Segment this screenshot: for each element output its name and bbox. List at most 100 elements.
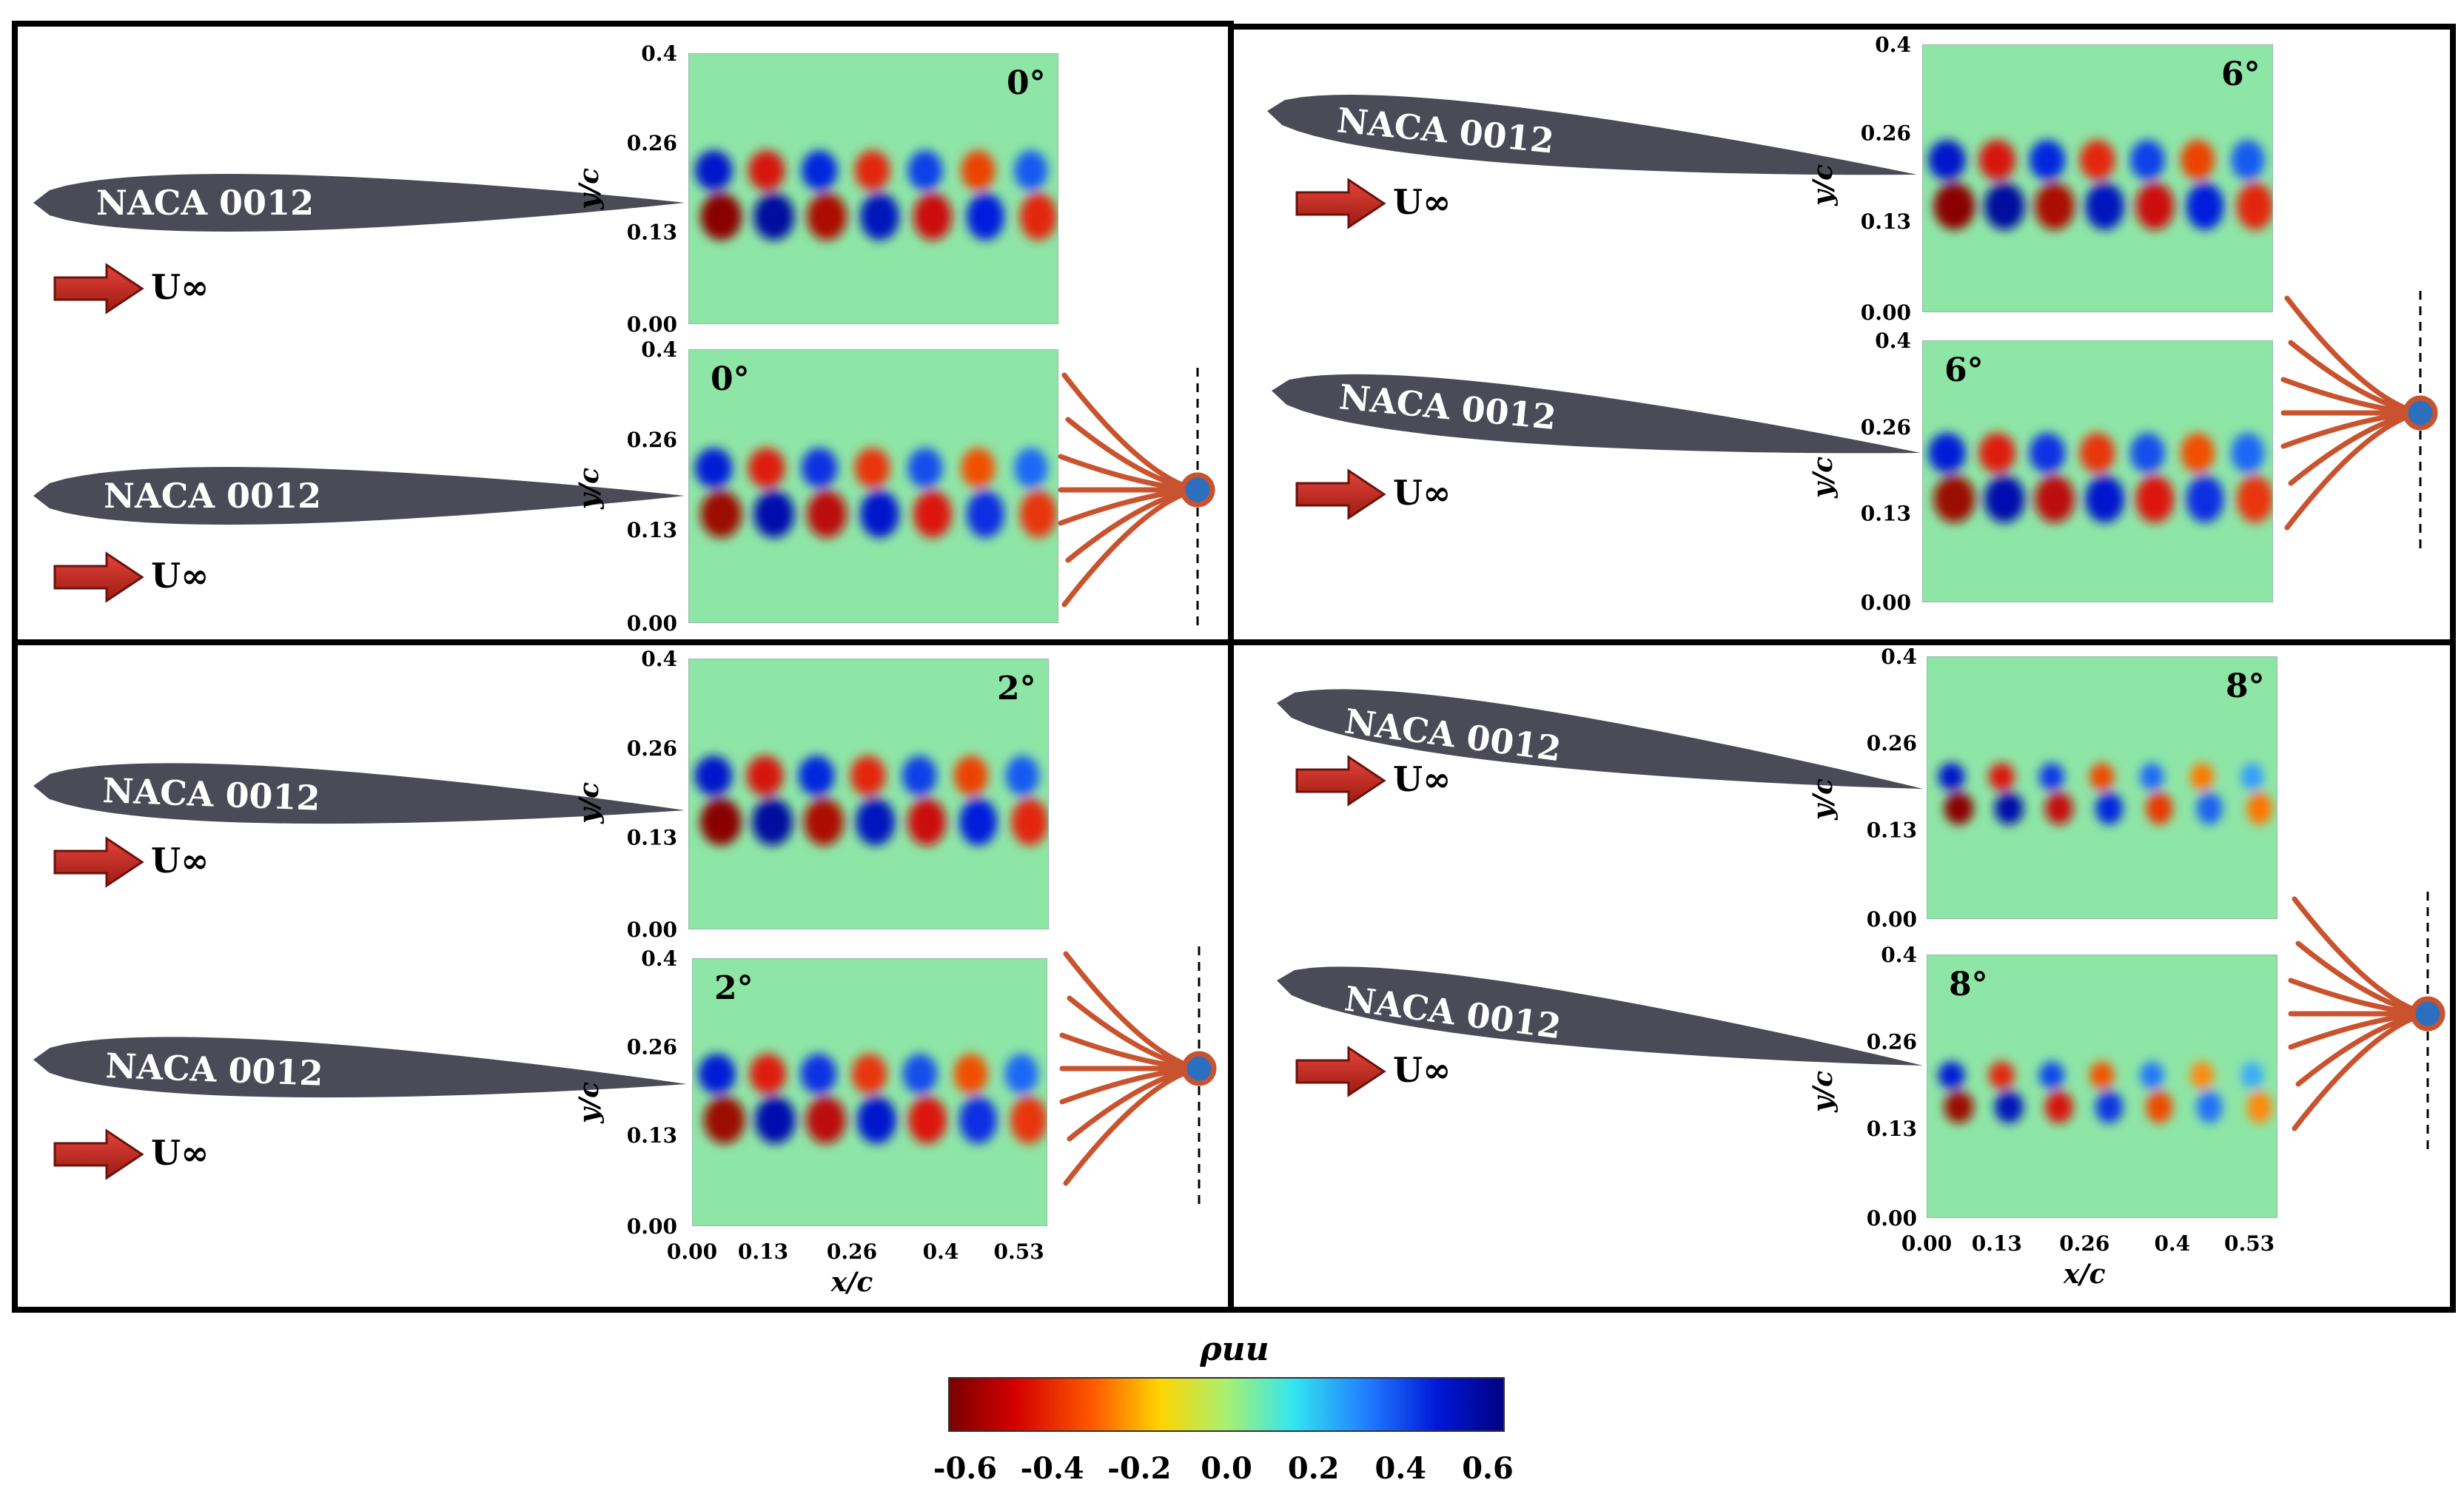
y-axis-title: y/c: [1807, 457, 1839, 499]
vortex-upper: [2240, 762, 2264, 791]
vortex-upper: [2089, 762, 2115, 791]
contour-plot: [1922, 340, 2273, 602]
y-tick-label: 0.13: [1867, 818, 1917, 842]
y-tick-label: 0.13: [627, 518, 677, 542]
vortex-lower: [959, 798, 998, 846]
y-tick-label: 0.00: [1861, 300, 1911, 325]
vortex-upper: [798, 756, 835, 796]
y-tick-label: 0.13: [627, 826, 677, 850]
y-tick-label: 0.4: [1881, 645, 1917, 669]
y-tick-label: 0.00: [627, 1214, 677, 1239]
freestream-label: U∞: [151, 841, 209, 881]
vortex-upper: [1014, 448, 1048, 488]
sensor-icon: [1181, 1051, 1217, 1086]
x-tick-label: 0.53: [993, 1239, 1044, 1264]
vortex-lower: [2246, 1091, 2272, 1124]
y-tick-label: 0.00: [1867, 907, 1917, 932]
correlation-field: [1938, 1061, 2272, 1124]
angle-label: 8°: [1949, 966, 1988, 1003]
y-axis-title: y/c: [1807, 1071, 1839, 1113]
vortex-upper: [1014, 150, 1048, 191]
arrow-icon: [53, 263, 144, 314]
vortex-upper: [2089, 1061, 2115, 1089]
vortex-upper: [694, 756, 733, 796]
x-tick-label: 0.4: [2154, 1231, 2190, 1256]
contour-plot: [688, 53, 1058, 324]
y-tick-label: 0.00: [627, 611, 677, 636]
vortex-lower: [1984, 475, 2025, 523]
vortex-upper: [800, 1054, 837, 1094]
vortex-lower: [2034, 182, 2075, 230]
freestream-label: U∞: [151, 267, 209, 307]
vortex-upper: [854, 150, 890, 191]
y-tick-label: 0.00: [627, 918, 677, 942]
vortex-upper: [902, 1054, 938, 1094]
airfoil-shape: [33, 1037, 688, 1098]
vortex-lower: [2246, 792, 2272, 825]
vortex-lower: [2146, 1091, 2173, 1124]
vortex-lower: [2095, 792, 2124, 825]
y-axis-title: y/c: [574, 468, 605, 510]
vortex-lower: [860, 192, 900, 240]
vortex-upper: [953, 1054, 988, 1094]
arrow-icon: [53, 551, 144, 603]
vortex-lower: [2196, 792, 2223, 825]
vortex-lower: [2186, 475, 2224, 523]
vortex-lower: [2236, 475, 2273, 523]
vortex-lower: [2135, 475, 2175, 523]
y-axis-title: y/c: [1807, 164, 1839, 206]
correlation-field: [695, 150, 1057, 240]
y-tick-label: 0.26: [627, 131, 677, 155]
colorbar-tick-label: 0.4: [1375, 1451, 1427, 1486]
vortex-lower: [2135, 182, 2175, 230]
colorbar-tick-label: -0.6: [933, 1451, 997, 1486]
y-axis-title: y/c: [1807, 778, 1839, 821]
vortex-upper: [695, 448, 733, 488]
vortex-upper: [2140, 1061, 2164, 1089]
vortex-lower: [2085, 475, 2125, 523]
freestream-arrow: U∞: [1295, 468, 1451, 520]
vortex-upper: [2130, 140, 2165, 181]
colorbar-tick-label: 0.0: [1201, 1451, 1252, 1486]
vortex-lower: [1994, 792, 2024, 825]
panel-row: NACA 0012 U∞ 0.4 0.26 0.13 0.00 y/c 0°: [33, 337, 1215, 636]
sensor-icon: [1180, 472, 1215, 508]
y-axis-title: y/c: [574, 1082, 605, 1124]
vortex-upper: [851, 1054, 887, 1094]
vortex-upper: [1938, 762, 1965, 791]
angle-label: 8°: [2226, 667, 2265, 705]
vortex-lower: [913, 192, 952, 240]
colorbar-tick-label: -0.2: [1107, 1451, 1171, 1486]
sensor-icon: [2403, 395, 2438, 431]
hair-sensor: [2280, 291, 2438, 550]
vortex-lower: [2044, 1091, 2073, 1124]
vortex-upper: [749, 1054, 787, 1094]
sensor-icon: [2410, 996, 2445, 1032]
vortex-upper: [1004, 1054, 1038, 1094]
arrow-icon: [1295, 755, 1386, 807]
vortex-upper: [748, 448, 785, 488]
y-tick-label: 0.26: [627, 736, 677, 761]
vortex-upper: [1978, 432, 2016, 474]
vortex-lower: [2044, 792, 2073, 825]
angle-label: 0°: [1007, 64, 1046, 102]
vortex-upper: [953, 756, 988, 796]
freestream-label: U∞: [1393, 473, 1451, 513]
vortex-upper: [1978, 140, 2016, 181]
panel-row: NACA 0012 U∞ 0.4 0.26 0.13 0.00 y/c 2°: [33, 647, 1049, 942]
airfoil: [1277, 689, 1923, 790]
vortex-lower: [856, 1096, 896, 1144]
contour-plot: [688, 349, 1058, 623]
vortex-lower: [907, 798, 947, 846]
contour-plot: [1927, 656, 2277, 919]
y-tick-label: 0.26: [1861, 121, 1911, 145]
vortex-lower: [959, 1096, 998, 1144]
colorbar-gradient: [948, 1377, 1505, 1432]
y-tick-label: 0.4: [1881, 943, 1917, 967]
airfoil-label: NACA 0012: [96, 183, 314, 223]
vortex-lower: [1011, 798, 1049, 846]
contour-plot: [688, 659, 1049, 929]
x-tick-label: 0.13: [1972, 1231, 2022, 1256]
